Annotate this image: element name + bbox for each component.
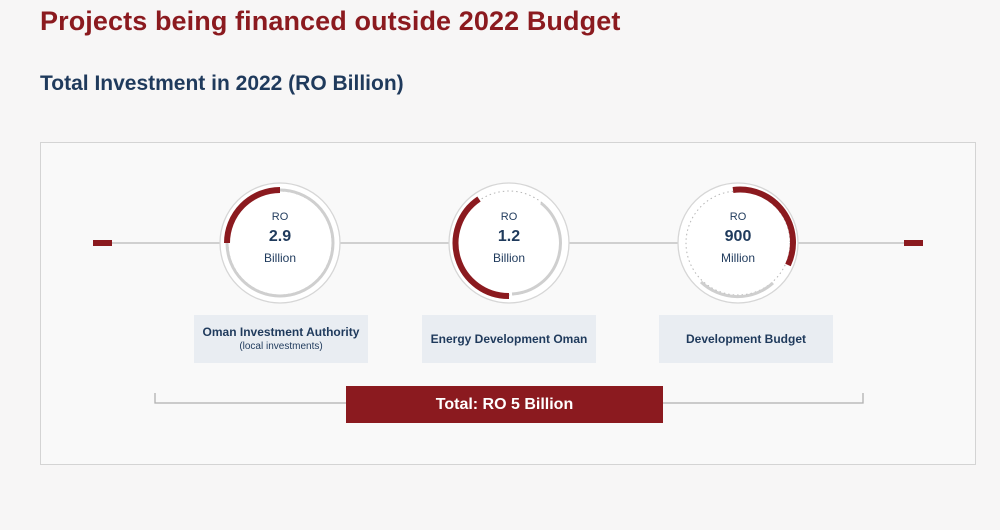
ring-3-unit: Million	[720, 251, 755, 265]
left-end-cap	[93, 240, 112, 246]
ring-3-currency: RO	[729, 211, 747, 223]
ring-oman-investment-authority	[219, 182, 341, 304]
ring-2-unit: Billion	[492, 251, 525, 265]
label-1-note: (local investments)	[239, 341, 323, 352]
ring-1-currency: RO	[271, 211, 289, 223]
ring-3-text: RO 900 Million	[678, 210, 798, 266]
label-oman-investment-authority: Oman Investment Authority (local investm…	[194, 315, 368, 363]
ring-1-text: RO 2.9 Billion	[220, 210, 340, 266]
ring-3-gray-arc	[699, 280, 775, 299]
ring-1-gray-arc	[225, 188, 335, 298]
page-title: Projects being financed outside 2022 Bud…	[40, 6, 621, 36]
ring-2-text: RO 1.2 Billion	[449, 210, 569, 266]
total-banner: Total: RO 5 Billion	[346, 386, 663, 423]
ring-2-gray-arc	[511, 201, 562, 296]
label-3-name: Development Budget	[685, 332, 806, 346]
ring-1-unit: Billion	[263, 251, 296, 265]
ring-3-value: 900	[724, 228, 752, 245]
ring-1-value: 2.9	[268, 228, 292, 245]
ring-energy-development-oman	[448, 182, 570, 304]
ring-1-accent-arc	[224, 187, 281, 244]
ring-development-budget	[677, 182, 799, 304]
ring-3-accent-arc	[732, 186, 796, 267]
label-development-budget: Development Budget	[659, 315, 833, 363]
label-2-name: Energy Development Oman	[430, 332, 588, 346]
ring-2-currency: RO	[500, 211, 518, 223]
right-end-cap	[904, 240, 923, 246]
label-energy-development-oman: Energy Development Oman	[422, 315, 596, 363]
ring-2-value: 1.2	[497, 228, 521, 245]
ring-2-accent-arc	[452, 196, 510, 300]
page-subtitle: Total Investment in 2022 (RO Billion)	[40, 72, 404, 95]
label-1-name: Oman Investment Authority	[202, 325, 360, 339]
